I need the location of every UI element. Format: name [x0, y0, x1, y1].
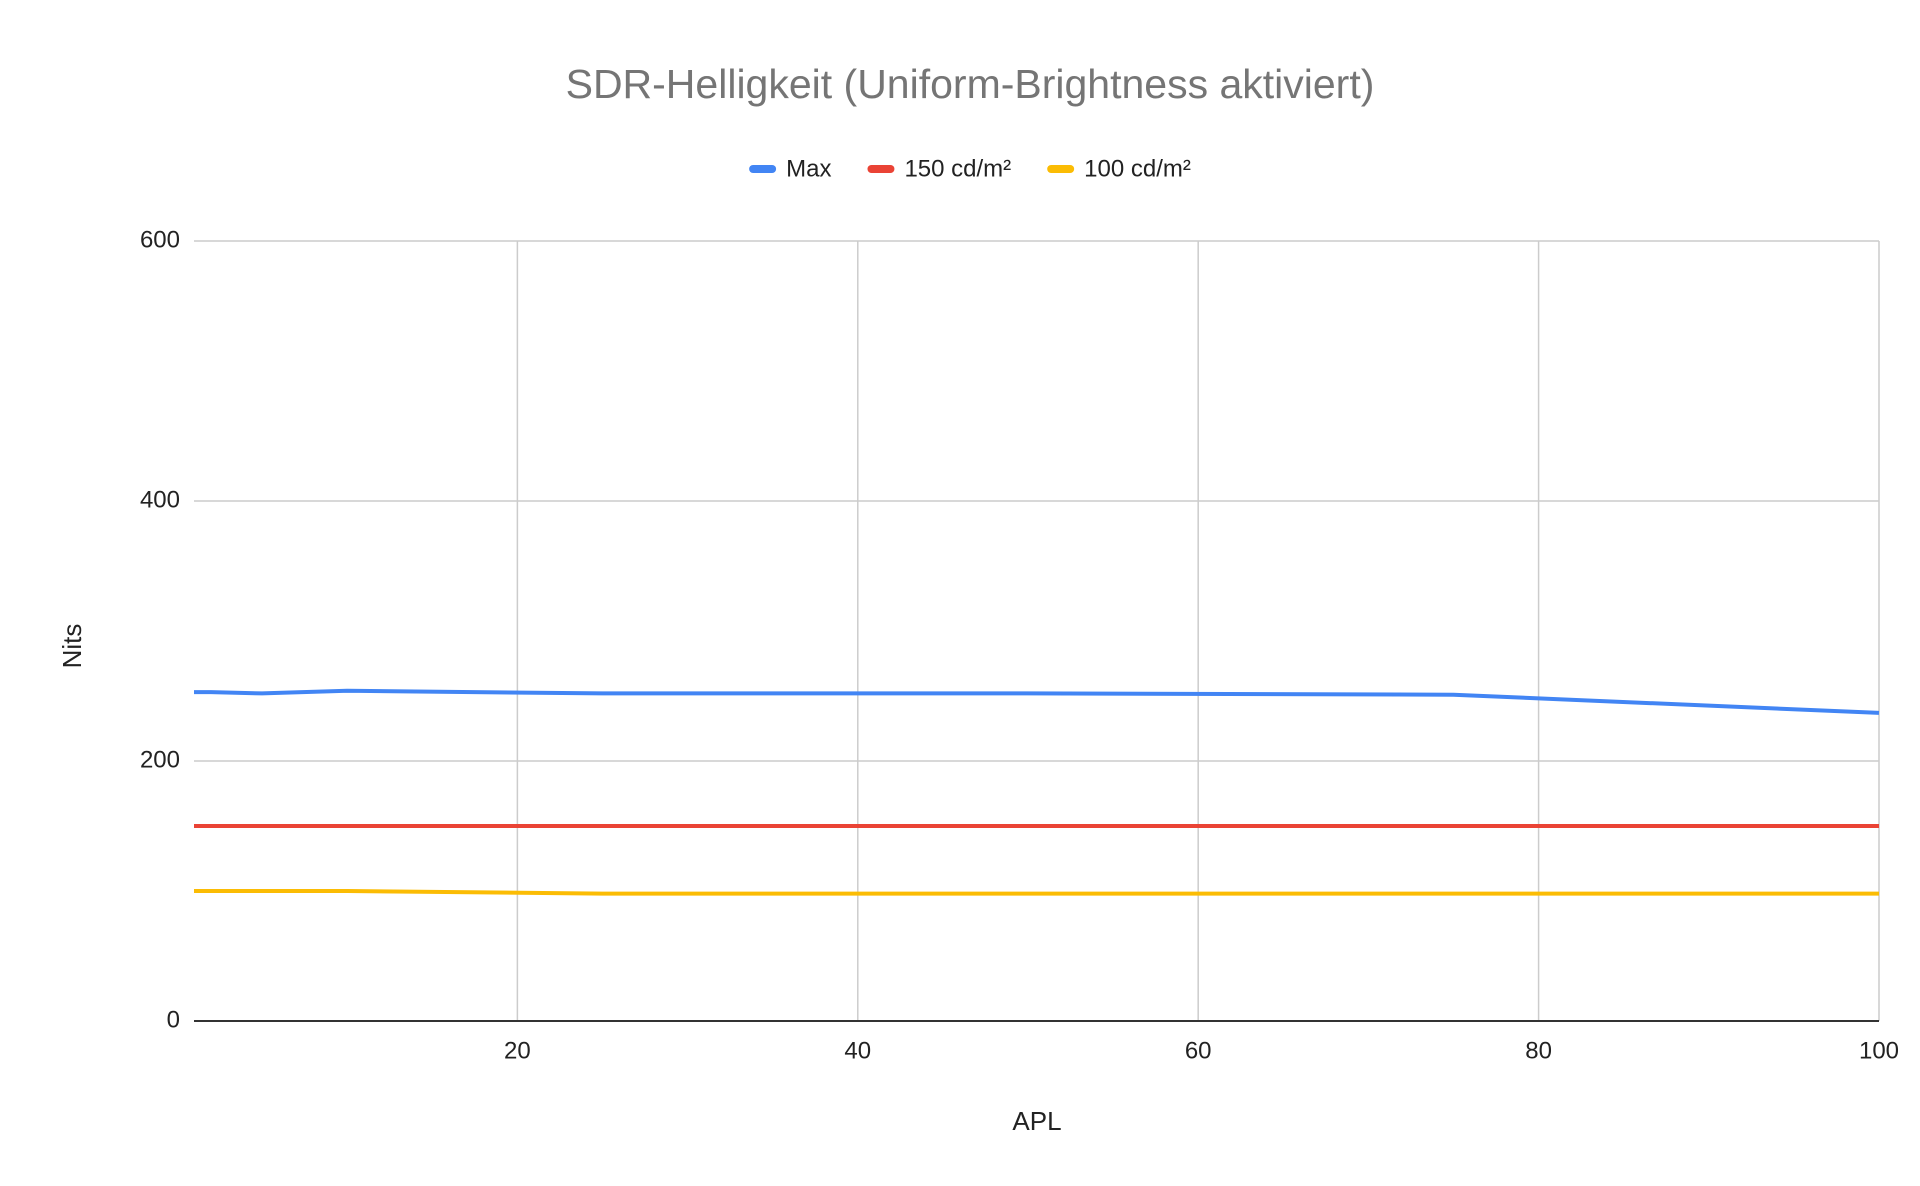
- chart-title: SDR-Helligkeit (Uniform-Brightness aktiv…: [566, 61, 1375, 107]
- legend-swatch: [749, 165, 777, 173]
- x-axis-label: APL: [1012, 1106, 1061, 1136]
- y-tick-label: 0: [167, 1006, 180, 1033]
- legend-swatch: [867, 165, 895, 173]
- y-axis-label: Nits: [57, 624, 87, 669]
- x-tick-label: 40: [844, 1037, 871, 1064]
- y-tick-label: 200: [140, 746, 180, 773]
- x-tick-label: 20: [504, 1037, 531, 1064]
- y-tick-label: 600: [140, 226, 180, 253]
- y-tick-label: 400: [140, 486, 180, 513]
- x-tick-label: 60: [1185, 1037, 1212, 1064]
- series-line: [194, 889, 1879, 896]
- legend-label: Max: [786, 155, 831, 182]
- series-line: [194, 688, 1880, 715]
- legend-label: 100 cd/m²: [1084, 155, 1191, 182]
- x-tick-label: 80: [1525, 1037, 1552, 1064]
- legend-swatch: [1047, 165, 1075, 173]
- legend-label: 150 cd/m²: [904, 155, 1011, 182]
- x-tick-label: 100: [1859, 1037, 1899, 1064]
